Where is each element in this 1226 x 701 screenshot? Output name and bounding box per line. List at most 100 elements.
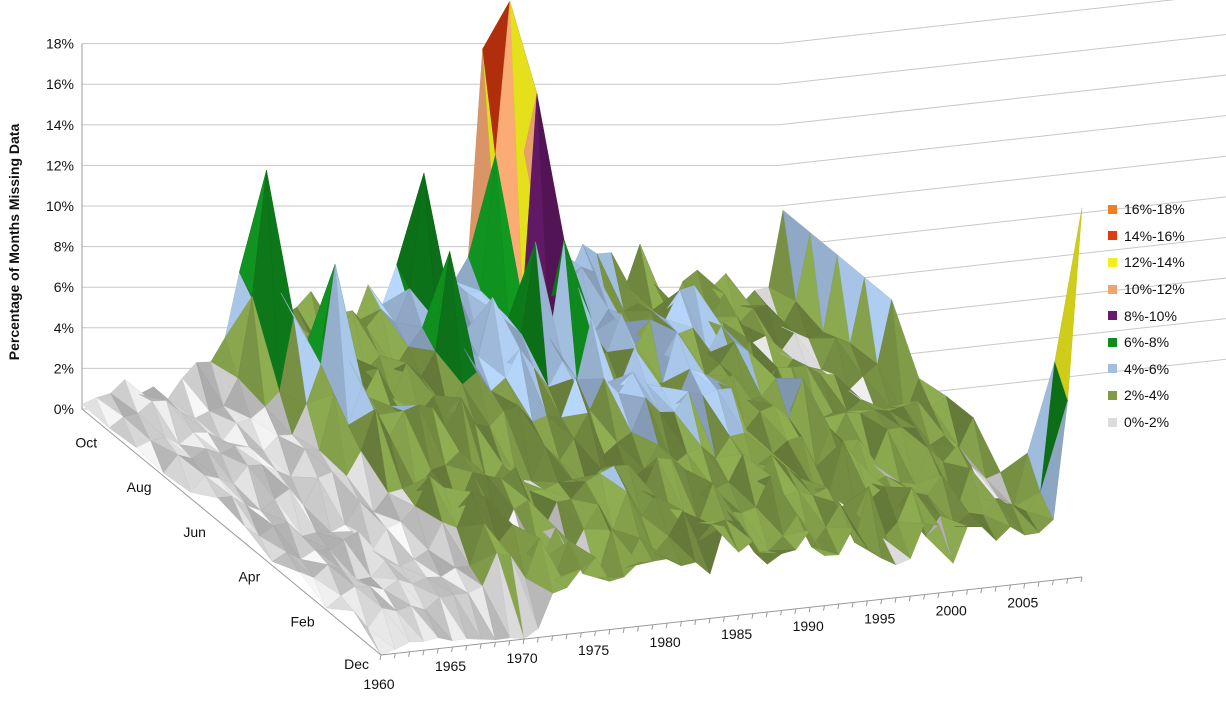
x-tick-mark [651,624,654,630]
legend-label: 10%-12% [1124,281,1185,298]
x-tick-mark [951,591,954,597]
legend-item: 6%-8% [1108,329,1226,356]
x-tick-mark [708,618,711,624]
x-tick-mark [908,596,911,602]
legend-label: 4%-6% [1124,360,1170,377]
surface-facet [525,577,553,630]
legend-item: 8%-10% [1108,302,1226,329]
surface-facet [797,514,825,556]
z-tick-label: 4% [54,320,74,336]
surface-facet [425,609,454,642]
surface-facet [710,523,739,553]
x-tick-mark [422,650,425,656]
surface-facet [511,556,539,640]
surface-facet [482,585,511,641]
surface-facet [639,537,668,562]
x-tick-label: 1970 [506,650,537,666]
x-tick-mark [522,638,525,645]
z-tick-label: 18% [46,36,74,52]
x-tick-mark [608,629,611,635]
surface-facet [753,552,783,565]
surface-facet [882,538,911,566]
legend-item: 12%-14% [1108,249,1226,276]
x-tick-mark [980,588,983,594]
surface-facet [553,568,582,588]
legend-item: 14%-16% [1108,223,1226,250]
x-tick-mark [880,599,883,605]
x-tick-mark [966,589,969,595]
x-tick-mark [451,646,454,653]
x-tick-label: 1965 [435,658,466,674]
surface-facet [468,593,496,641]
surface-facet [367,628,396,656]
surface-facet [840,503,868,549]
z-tick-label: 14% [46,117,74,133]
surface-facet [567,540,596,570]
x-tick-mark [851,602,854,608]
legend-swatch [1108,311,1117,321]
z-tick-label: 8% [54,239,74,255]
surface-facet [1040,400,1068,521]
x-tick-mark [794,608,797,614]
legend-swatch [1108,231,1117,241]
legend-label: 16%-18% [1124,201,1185,218]
legend-item: 0%-2% [1108,409,1226,436]
gridline-back-wall [778,155,1226,207]
legend-label: 14%-16% [1124,227,1185,244]
legend-item: 4%-6% [1108,356,1226,383]
x-tick-label: 1985 [721,626,752,642]
x-tick-mark [1051,580,1054,586]
x-tick-mark [765,611,768,618]
surface-facet [954,526,982,527]
gridline-back-wall [778,74,1226,126]
legend-label: 0%-2% [1124,414,1170,431]
surface-facet [682,510,711,575]
surface-facet [596,576,625,582]
surface-facet [997,501,1025,536]
x-tick-mark [865,600,868,606]
z-tick-label: 10% [46,198,74,214]
x-tick-mark [822,605,825,611]
x-tick-label: 1990 [793,618,824,634]
x-tick-mark [379,654,382,661]
y-tick-label: Jun [183,524,206,540]
legend-swatch [1108,257,1117,267]
legend-label: 6%-8% [1124,334,1170,351]
y-tick-label: Oct [75,434,97,450]
x-tick-mark [393,653,396,659]
surface-facet [940,515,968,564]
x-tick-mark [1023,583,1026,589]
x-tick-mark [1037,581,1040,587]
y-tick-label: Dec [344,656,369,672]
surface-facet [868,486,897,566]
surface-facet [925,525,954,564]
y-tick-label: Aug [127,479,152,495]
x-tick-mark [465,645,468,651]
x-tick-mark [994,586,997,592]
legend-swatch [1108,204,1117,214]
surface-facet [768,549,796,555]
x-tick-mark [923,594,926,600]
gridline-back-wall [778,0,1176,45]
x-tick-mark [665,623,668,629]
x-tick-mark [751,613,754,619]
gridline-back-wall [778,196,1226,248]
surface-facet [725,519,754,553]
gridline-back-wall [778,33,1226,85]
x-tick-mark [1080,576,1083,583]
z-tick-label: 12% [46,157,74,173]
x-tick-mark [508,640,511,646]
legend-swatch [1108,284,1117,294]
surface-facet [382,608,410,650]
z-tick-label: 16% [46,76,74,92]
surface-facet [897,521,925,560]
legend: 16%-18% 14%-16% 12%-14% 10%-12% 8%-10% 6%-8% 4… [1108,196,1226,435]
z-tick-label: 6% [54,279,74,295]
x-ticks [379,576,1083,661]
surface-facet [1054,207,1083,401]
surface-facet [396,611,425,643]
surface-facet [1011,504,1040,536]
surface-facet [453,594,482,640]
